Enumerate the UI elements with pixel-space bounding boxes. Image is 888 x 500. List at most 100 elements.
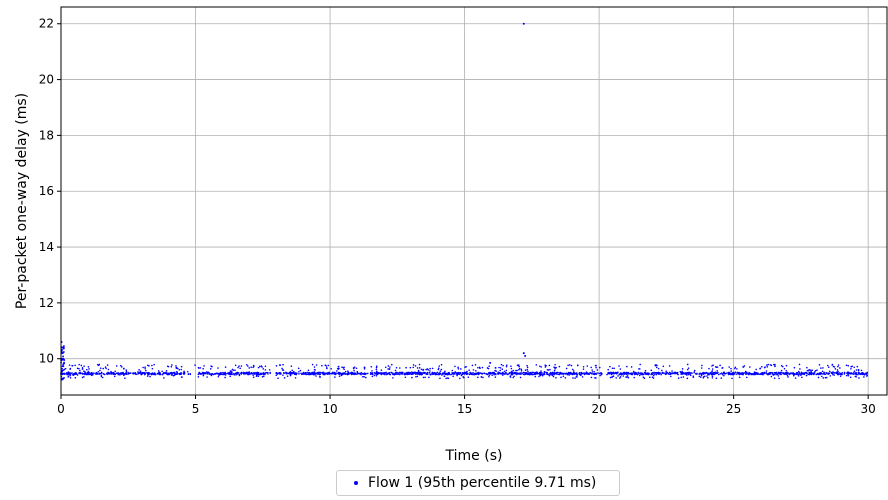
data-point (62, 365, 65, 368)
data-point (488, 375, 490, 378)
data-point (232, 372, 235, 375)
data-point (67, 371, 70, 373)
data-point (106, 364, 109, 366)
data-point (197, 373, 200, 375)
data-point (510, 367, 513, 370)
data-point (855, 369, 858, 371)
data-point (648, 376, 651, 378)
data-point (797, 375, 800, 377)
data-point (406, 373, 409, 376)
data-point (76, 367, 79, 370)
data-point (692, 376, 695, 379)
data-point (260, 372, 263, 375)
data-point (202, 367, 204, 370)
outlier-point (522, 22, 525, 25)
data-point (600, 373, 603, 376)
data-point (151, 364, 153, 367)
data-point (806, 369, 809, 372)
data-point (78, 367, 80, 370)
data-point (208, 373, 211, 375)
data-point (508, 372, 510, 375)
data-point (464, 371, 467, 374)
data-point (431, 371, 434, 374)
data-point (217, 375, 220, 378)
data-point (650, 369, 653, 372)
data-point (350, 372, 353, 375)
data-point (470, 373, 473, 376)
data-point (623, 371, 625, 374)
data-point (564, 373, 567, 375)
data-point (467, 376, 470, 379)
data-point (85, 373, 88, 376)
data-point (758, 373, 760, 375)
data-point (417, 372, 420, 375)
data-point (593, 370, 596, 373)
data-point (626, 365, 628, 368)
data-point (469, 372, 472, 375)
data-point (739, 372, 742, 375)
data-point (325, 372, 327, 374)
data-point (180, 365, 183, 368)
data-point (694, 372, 697, 375)
data-point (114, 370, 117, 373)
data-point (772, 374, 775, 376)
data-point (832, 373, 834, 376)
data-point (387, 368, 389, 370)
data-point (565, 367, 568, 370)
data-point (827, 372, 830, 374)
data-point (583, 372, 585, 374)
data-point (171, 364, 173, 366)
data-point (526, 373, 529, 375)
data-point (245, 363, 248, 366)
data-point (153, 363, 155, 366)
data-point (142, 366, 144, 369)
data-point (275, 374, 278, 377)
data-point (268, 369, 271, 371)
data-point (245, 372, 248, 375)
data-point (404, 372, 406, 375)
data-point (620, 374, 623, 376)
data-point (494, 376, 497, 378)
data-point (834, 371, 836, 374)
data-point (580, 374, 582, 377)
data-point (382, 373, 385, 375)
data-point (686, 368, 689, 371)
data-point (847, 371, 850, 373)
data-point (234, 369, 236, 372)
data-point (644, 369, 647, 372)
data-point (512, 376, 514, 379)
data-point (831, 364, 834, 366)
data-point (137, 372, 140, 375)
data-point (110, 373, 113, 375)
data-point (416, 367, 419, 369)
data-point (752, 372, 755, 375)
data-point (282, 363, 284, 366)
data-point (426, 372, 429, 375)
x-tick-label: 20 (591, 402, 606, 416)
data-point (226, 372, 228, 375)
data-point (104, 366, 107, 368)
data-point (853, 370, 856, 372)
data-point (437, 368, 440, 371)
data-point (823, 371, 825, 374)
data-point (91, 372, 94, 375)
data-point (735, 373, 738, 376)
data-point (703, 371, 705, 374)
data-point (776, 373, 779, 375)
data-point (116, 372, 118, 375)
data-point (312, 373, 315, 376)
data-point (727, 371, 730, 374)
data-point (344, 370, 347, 373)
data-point (65, 373, 67, 375)
data-point (622, 372, 624, 375)
data-point (833, 374, 836, 376)
data-point (613, 373, 615, 375)
data-point (444, 370, 446, 373)
data-point (606, 373, 608, 376)
data-point (498, 366, 500, 369)
data-point (189, 373, 192, 376)
data-point (686, 377, 689, 380)
data-point (144, 366, 146, 369)
data-point (450, 373, 452, 376)
data-point (81, 368, 84, 370)
